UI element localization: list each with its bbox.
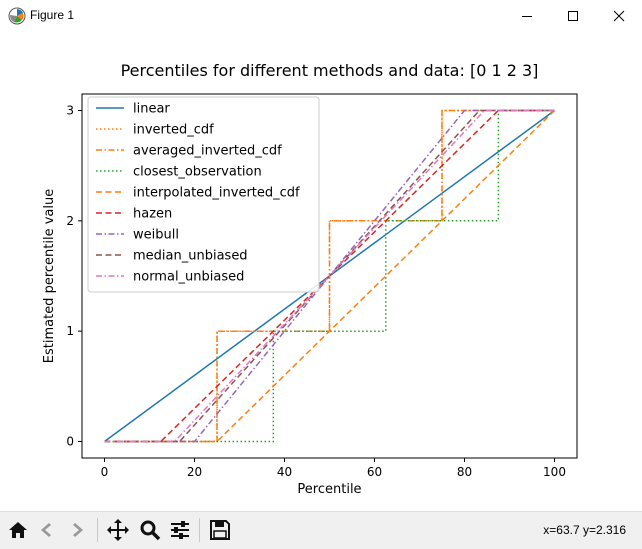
save-button[interactable]: [206, 516, 234, 544]
legend-label: inverted_cdf: [133, 123, 214, 138]
maximize-icon: [568, 11, 578, 21]
maximize-button[interactable]: [550, 0, 596, 32]
cursor-coordinates: x=63.7 y=2.316: [543, 523, 626, 537]
legend: linear inverted_cdf averaged_inverted_cdfc…: [87, 96, 320, 293]
y-axis-label: Estimated percentile value: [42, 189, 57, 363]
x-tick-label: 40: [277, 465, 292, 479]
close-icon: [613, 10, 625, 22]
back-button[interactable]: [32, 516, 60, 544]
y-tick-label: 3: [66, 104, 74, 118]
subplots-button[interactable]: [166, 516, 194, 544]
close-button[interactable]: [596, 0, 642, 32]
home-button[interactable]: [4, 516, 32, 544]
toolbar-separator: [199, 518, 200, 542]
toolbar-separator: [97, 518, 98, 542]
sliders-icon: [171, 521, 189, 539]
minimize-icon: [522, 16, 532, 17]
zoom-button[interactable]: [136, 516, 164, 544]
axes-frame: [81, 93, 578, 459]
legend-box: [87, 96, 320, 293]
x-tick-label: 100: [543, 465, 566, 479]
plot-canvas[interactable]: 0 20 40 60 80 100 0 1 2 3 Percentiles for differe…: [0, 32, 642, 510]
window-title: Figure 1: [30, 8, 75, 22]
legend-label: closest_observation: [133, 165, 262, 180]
navigation-toolbar: x=63.7 y=2.316: [0, 511, 642, 549]
legend-label: weibull: [133, 228, 179, 243]
series-line-interpolated-inverted-cdf: [104, 109, 556, 443]
y-tick-label: 2: [66, 214, 74, 228]
legend-label: interpolated_inverted_cdf: [133, 186, 300, 201]
zoom-magnifier-icon: [140, 520, 161, 541]
x-tick-label: 80: [457, 465, 472, 479]
forward-arrow-icon: [73, 523, 83, 537]
series-line-normal-unbiased: [104, 109, 555, 443]
legend-label: median_unbiased: [133, 249, 248, 264]
y-tick-label: 1: [66, 324, 74, 338]
x-tick-label: 20: [187, 465, 202, 479]
legend-label: hazen: [133, 207, 172, 222]
chart-svg: 0 20 40 60 80 100 0 1 2 3 Percentiles for differe…: [42, 61, 578, 497]
forward-button[interactable]: [64, 516, 92, 544]
save-floppy-icon: [210, 520, 230, 540]
home-icon: [9, 522, 27, 538]
x-tick-label: 60: [367, 465, 382, 479]
window-titlebar: Figure 1: [0, 0, 642, 32]
x-axis-label: Percentile: [297, 482, 361, 497]
legend-label: normal_unbiased: [133, 270, 244, 285]
legend-label: linear: [133, 102, 170, 117]
back-arrow-icon: [41, 523, 51, 537]
pan-button[interactable]: [104, 516, 132, 544]
matplotlib-app-icon: [8, 7, 26, 25]
chart-title: Percentiles for different methods and da…: [121, 61, 539, 80]
y-tick-label: 0: [66, 434, 74, 448]
x-tick-label: 0: [101, 465, 109, 479]
minimize-button[interactable]: [504, 0, 550, 32]
pan-move-icon: [107, 519, 129, 541]
legend-label: averaged_inverted_cdf: [133, 144, 282, 159]
